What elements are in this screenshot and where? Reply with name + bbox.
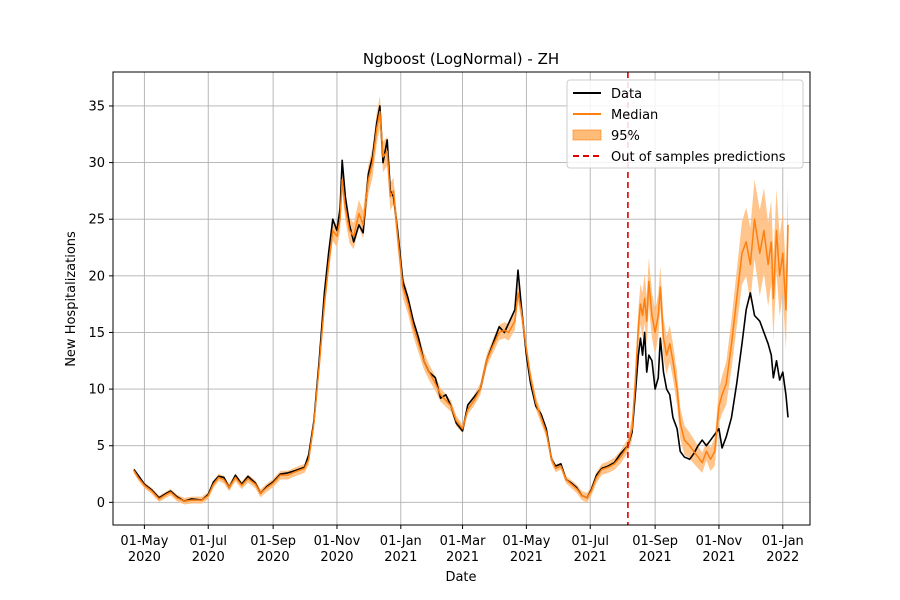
x-tick-year: 2021	[384, 550, 417, 565]
x-tick-label: 01-Nov	[696, 534, 743, 549]
y-tick-label: 10	[88, 383, 105, 398]
y-tick-label: 15	[88, 326, 105, 341]
x-tick-label: 01-Jul	[189, 534, 227, 549]
x-tick-year: 2020	[257, 550, 290, 565]
x-tick-year: 2020	[192, 550, 225, 565]
series-median-line	[133, 110, 789, 502]
y-tick-label: 30	[88, 156, 105, 171]
x-tick-label: 01-Jul	[571, 534, 609, 549]
y-tick-label: 20	[88, 269, 105, 284]
legend: Data Median 95% Out of samples predictions	[566, 79, 804, 169]
y-axis-title: New Hospitalizations	[64, 231, 79, 367]
legend-box	[566, 79, 804, 169]
grid	[113, 72, 810, 525]
x-tick-year: 2022	[766, 550, 799, 565]
legend-swatch	[572, 129, 602, 141]
x-tick-label: 01-Sep	[250, 534, 296, 549]
x-tick-year: 2021	[446, 550, 479, 565]
y-tick-label: 35	[88, 99, 105, 114]
x-tick-year: 2021	[702, 550, 735, 565]
x-tick-label: 01-Sep	[632, 534, 678, 549]
legend-label: Data	[611, 87, 642, 102]
prediction-band	[133, 95, 789, 505]
x-tick-label: 01-Jan	[380, 534, 422, 549]
x-tick-label: 01-May	[502, 534, 550, 549]
x-tick-label: 01-May	[120, 534, 168, 549]
legend-label: 95%	[611, 129, 640, 144]
chart-title: Ngboost (LogNormal) - ZH	[363, 50, 559, 68]
x-tick-label: 01-Mar	[440, 534, 486, 549]
legend-label: Median	[611, 108, 658, 123]
series-data-line	[133, 105, 789, 503]
axes: 0510152025303501-May202001-Jul202001-Sep…	[88, 71, 811, 565]
x-tick-year: 2020	[128, 550, 161, 565]
x-tick-year: 2020	[320, 550, 353, 565]
x-tick-label: 01-Jan	[762, 534, 804, 549]
y-tick-label: 25	[88, 213, 105, 228]
x-tick-year: 2021	[510, 550, 543, 565]
legend-label: Out of samples predictions	[611, 150, 786, 165]
x-tick-year: 2021	[574, 550, 607, 565]
x-tick-label: 01-Nov	[314, 534, 361, 549]
band-95	[133, 95, 789, 505]
x-tick-year: 2021	[639, 550, 672, 565]
y-tick-label: 0	[97, 496, 105, 511]
plot-frame	[112, 71, 811, 526]
x-axis-title: Date	[445, 570, 476, 585]
y-tick-label: 5	[97, 439, 105, 454]
